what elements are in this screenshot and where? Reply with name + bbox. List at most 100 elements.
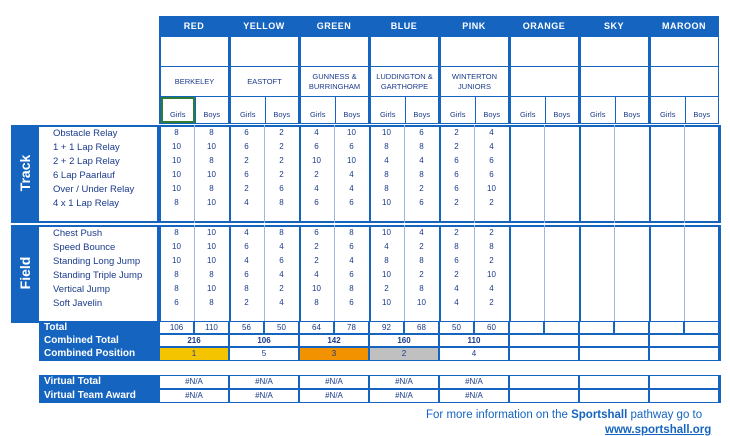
score-cell[interactable]: 2 (244, 298, 249, 307)
score-cell[interactable]: 2 (279, 128, 284, 137)
score-cell[interactable]: 2 (279, 284, 284, 293)
score-cell[interactable]: 6 (349, 198, 354, 207)
score-cell[interactable]: 2 (419, 270, 424, 279)
score-cell[interactable]: 6 (244, 142, 249, 151)
score-cell[interactable]: 6 (244, 128, 249, 137)
score-cell[interactable]: 6 (279, 256, 284, 265)
team-header-pink[interactable]: PINK (462, 21, 486, 31)
score-cell[interactable]: 4 (279, 298, 284, 307)
score-cell[interactable]: 8 (279, 228, 284, 237)
team-header-green[interactable]: GREEN (316, 21, 352, 31)
score-cell[interactable]: 4 (279, 242, 284, 251)
score-cell[interactable]: 4 (244, 198, 249, 207)
score-cell[interactable]: 4 (314, 128, 319, 137)
score-cell[interactable]: 6 (244, 170, 249, 179)
score-cell[interactable]: 6 (244, 242, 249, 251)
score-cell[interactable]: 10 (347, 156, 356, 165)
score-cell[interactable]: 8 (209, 270, 214, 279)
score-cell[interactable]: 10 (207, 284, 216, 293)
score-cell[interactable]: 2 (279, 170, 284, 179)
score-cell[interactable]: 6 (279, 184, 284, 193)
score-cell[interactable]: 8 (419, 170, 424, 179)
score-cell[interactable]: 8 (489, 242, 494, 251)
team-header-sky[interactable]: SKY (603, 21, 624, 31)
score-cell[interactable]: 8 (419, 142, 424, 151)
score-cell[interactable]: 2 (314, 170, 319, 179)
score-cell[interactable]: 10 (207, 142, 216, 151)
score-cell[interactable]: 4 (349, 184, 354, 193)
score-cell[interactable]: 8 (419, 284, 424, 293)
score-cell[interactable]: 10 (382, 198, 391, 207)
score-cell[interactable]: 2 (454, 198, 459, 207)
score-cell[interactable]: 10 (312, 156, 321, 165)
team-header-maroon[interactable]: MAROON (662, 21, 706, 31)
score-cell[interactable]: 4 (314, 270, 319, 279)
score-cell[interactable]: 4 (419, 228, 424, 237)
score-cell[interactable]: 8 (384, 170, 389, 179)
score-cell[interactable]: 8 (174, 270, 179, 279)
score-cell[interactable]: 2 (279, 142, 284, 151)
score-cell[interactable]: 10 (347, 128, 356, 137)
score-cell[interactable]: 8 (244, 284, 249, 293)
score-cell[interactable]: 2 (314, 256, 319, 265)
score-cell[interactable]: 8 (419, 256, 424, 265)
score-cell[interactable]: 6 (349, 242, 354, 251)
score-cell[interactable]: 10 (382, 128, 391, 137)
score-cell[interactable]: 6 (454, 256, 459, 265)
score-cell[interactable]: 6 (174, 298, 179, 307)
score-cell[interactable]: 4 (349, 170, 354, 179)
score-cell[interactable]: 10 (172, 156, 181, 165)
score-cell[interactable]: 10 (172, 184, 181, 193)
score-cell[interactable]: 10 (487, 270, 496, 279)
score-cell[interactable]: 4 (489, 284, 494, 293)
score-cell[interactable]: 6 (314, 142, 319, 151)
score-cell[interactable]: 6 (454, 184, 459, 193)
score-cell[interactable]: 4 (244, 256, 249, 265)
score-cell[interactable]: 10 (207, 198, 216, 207)
team-header-yellow[interactable]: YELLOW (243, 21, 285, 31)
score-cell[interactable]: 8 (209, 184, 214, 193)
score-cell[interactable]: 2 (489, 256, 494, 265)
score-cell[interactable]: 10 (312, 284, 321, 293)
score-cell[interactable]: 10 (487, 184, 496, 193)
score-cell[interactable]: 10 (172, 256, 181, 265)
selected-cell[interactable]: Girls (161, 97, 195, 123)
score-cell[interactable]: 4 (384, 242, 389, 251)
score-cell[interactable]: 8 (349, 284, 354, 293)
score-cell[interactable]: 2 (454, 142, 459, 151)
score-cell[interactable]: 6 (419, 198, 424, 207)
score-cell[interactable]: 4 (489, 142, 494, 151)
score-cell[interactable]: 6 (419, 128, 424, 137)
score-cell[interactable]: 2 (454, 228, 459, 237)
score-cell[interactable]: 2 (314, 242, 319, 251)
score-cell[interactable]: 8 (279, 198, 284, 207)
score-cell[interactable]: 8 (209, 128, 214, 137)
score-cell[interactable]: 4 (349, 256, 354, 265)
score-cell[interactable]: 2 (244, 184, 249, 193)
score-cell[interactable]: 10 (172, 142, 181, 151)
team-header-red[interactable]: RED (183, 21, 205, 31)
score-cell[interactable]: 8 (174, 198, 179, 207)
team-header-orange[interactable]: ORANGE (522, 21, 566, 31)
score-cell[interactable]: 10 (207, 256, 216, 265)
score-cell[interactable]: 10 (382, 298, 391, 307)
score-cell[interactable]: 6 (489, 170, 494, 179)
score-cell[interactable]: 2 (384, 284, 389, 293)
score-cell[interactable]: 2 (454, 128, 459, 137)
score-cell[interactable]: 6 (489, 156, 494, 165)
score-cell[interactable]: 10 (207, 228, 216, 237)
score-cell[interactable]: 6 (349, 142, 354, 151)
score-cell[interactable]: 4 (244, 228, 249, 237)
score-cell[interactable]: 4 (419, 156, 424, 165)
score-cell[interactable]: 8 (174, 228, 179, 237)
score-cell[interactable]: 2 (489, 228, 494, 237)
score-cell[interactable]: 2 (489, 198, 494, 207)
score-cell[interactable]: 4 (384, 156, 389, 165)
score-cell[interactable]: 8 (314, 298, 319, 307)
footer-link[interactable]: www.sportshall.org (605, 424, 712, 436)
score-cell[interactable]: 6 (244, 270, 249, 279)
team-header-blue[interactable]: BLUE (390, 21, 418, 31)
score-cell[interactable]: 6 (454, 170, 459, 179)
score-cell[interactable]: 8 (209, 298, 214, 307)
score-cell[interactable]: 8 (384, 256, 389, 265)
